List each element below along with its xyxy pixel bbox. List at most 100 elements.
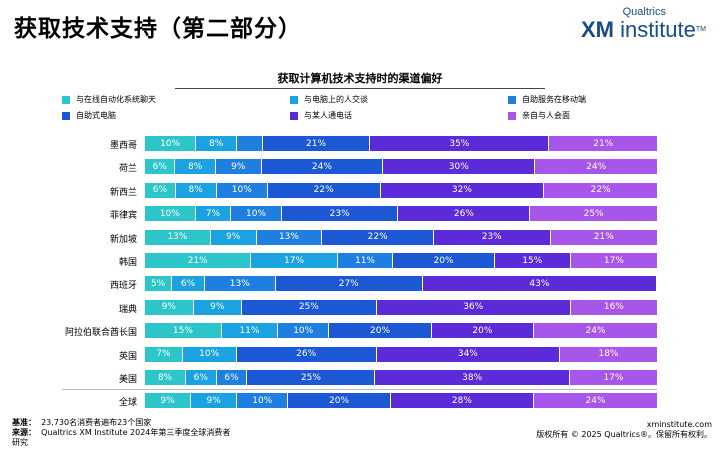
logo-top-text: Qualtrics — [622, 6, 666, 18]
category-label: 全球 — [118, 398, 137, 409]
category-label: 墨西哥 — [109, 141, 137, 151]
bar-segment: 9% — [191, 393, 238, 409]
bar-segment: 6% — [185, 370, 217, 385]
category-label: 韩国 — [118, 258, 137, 268]
data-label: 7% — [156, 349, 171, 360]
data-label: 17% — [603, 372, 624, 383]
bar-segment: 11% — [337, 253, 394, 268]
data-label: 22% — [367, 232, 388, 243]
bar-segment: 20% — [393, 253, 495, 268]
data-label: 15% — [172, 325, 193, 336]
legend-label: 自助式电脑 — [76, 111, 116, 120]
bar-segment: 34% — [376, 346, 560, 362]
data-label: 5% — [150, 278, 166, 289]
data-label: 27% — [338, 278, 359, 289]
legend-label: 与电脑上的人交谈 — [304, 95, 368, 104]
category-label: 荷兰 — [118, 164, 137, 175]
data-label: 16% — [603, 302, 624, 313]
data-label: 21% — [593, 138, 614, 149]
data-label: 23% — [481, 232, 502, 243]
legend-item: 自助式电脑 — [62, 110, 116, 121]
legend-item: 与某人通电话 — [290, 110, 352, 121]
bar-segment: 25% — [247, 370, 376, 385]
logo-brand: XM instituteTM — [581, 18, 706, 42]
bar-segment: 7% — [145, 346, 183, 362]
footer-source-cont: 研究 — [12, 438, 28, 447]
bar-segment: 10% — [216, 182, 268, 198]
legend-swatch — [62, 95, 70, 104]
footer-source: 来源： Qualtrics XM Institute 2024年第三季度全球消费… — [12, 428, 230, 438]
bar-segment: 21% — [145, 253, 252, 268]
legend-swatch — [508, 111, 516, 120]
data-label: 28% — [451, 395, 472, 406]
data-label: 36% — [463, 302, 484, 313]
bar-segment: 21% — [262, 136, 371, 151]
bar-segment: 26% — [236, 346, 377, 362]
bar-segment: 15% — [494, 253, 571, 268]
bar-segment: 28% — [390, 393, 535, 409]
data-label: 22% — [313, 185, 334, 196]
bar-segment: 7% — [195, 206, 232, 222]
data-label: 10% — [293, 325, 314, 336]
chart-title-underline — [175, 88, 545, 89]
bar-segment — [237, 136, 263, 151]
legend-label: 与某人通电话 — [304, 111, 352, 120]
bar-segment: 27% — [275, 276, 423, 292]
bar-segment: 21% — [549, 136, 657, 151]
data-label: 10% — [246, 208, 267, 219]
data-label: 6% — [152, 161, 167, 172]
data-label: 18% — [598, 349, 619, 360]
bar-segment: 36% — [376, 299, 571, 315]
data-label: 24% — [585, 325, 606, 336]
footer-base-label: 基准： — [12, 418, 36, 427]
bar-segment: 8% — [175, 159, 216, 175]
bar-segment: 25% — [242, 299, 377, 315]
footer-source-value: Qualtrics XM Institute 2024年第三季度全球消费者 — [41, 428, 231, 437]
bar-segment: 17% — [570, 253, 657, 268]
legend-item: 与在线自动化系统聊天 — [62, 94, 156, 105]
legend-item: 自助服务在移动端 — [508, 94, 586, 105]
data-label: 9% — [231, 161, 246, 172]
legend-swatch — [62, 111, 70, 120]
bar-segment: 10% — [237, 393, 289, 409]
legend-label: 亲自与人会面 — [522, 111, 570, 120]
data-label: 20% — [433, 255, 454, 266]
data-label: 25% — [583, 208, 604, 219]
bar-segment: 23% — [433, 229, 551, 245]
bar-segment: 17% — [569, 370, 657, 385]
bar-segment: 9% — [145, 299, 194, 315]
data-label: 11% — [354, 255, 375, 266]
data-label: 13% — [167, 232, 188, 243]
bar-segment: 21% — [550, 229, 657, 245]
data-label: 9% — [226, 232, 241, 243]
data-label: 9% — [210, 302, 225, 313]
legend-label: 自助服务在移动端 — [522, 95, 586, 104]
bar-segment: 10% — [278, 323, 330, 339]
bar-segment: 6% — [216, 370, 248, 385]
legend-swatch — [508, 95, 516, 104]
category-label: 西班牙 — [109, 281, 137, 292]
data-label: 25% — [298, 302, 319, 313]
data-label: 8% — [188, 161, 203, 172]
category-label: 菲律宾 — [109, 211, 137, 222]
data-label: 22% — [590, 185, 611, 196]
category-label: 美国 — [118, 375, 137, 385]
bar-segment: 24% — [534, 393, 657, 409]
bar-segment: 22% — [267, 182, 381, 198]
data-label: 10% — [252, 395, 273, 406]
bar-segment: 6% — [145, 182, 176, 198]
data-label: 8% — [157, 372, 173, 383]
data-label: 32% — [451, 185, 472, 196]
bar-segment: 10% — [231, 206, 282, 222]
bar-segment: 20% — [431, 323, 535, 339]
bar-segment: 24% — [534, 323, 657, 339]
legend-swatch — [290, 111, 298, 120]
data-label: 9% — [160, 395, 175, 406]
data-label: 21% — [187, 255, 208, 266]
data-label: 26% — [296, 349, 317, 360]
data-label: 11% — [239, 325, 260, 336]
bar-segment: 35% — [370, 136, 550, 151]
bar-segment: 6% — [172, 276, 205, 292]
data-label: 26% — [453, 208, 474, 219]
data-label: 21% — [306, 138, 327, 149]
